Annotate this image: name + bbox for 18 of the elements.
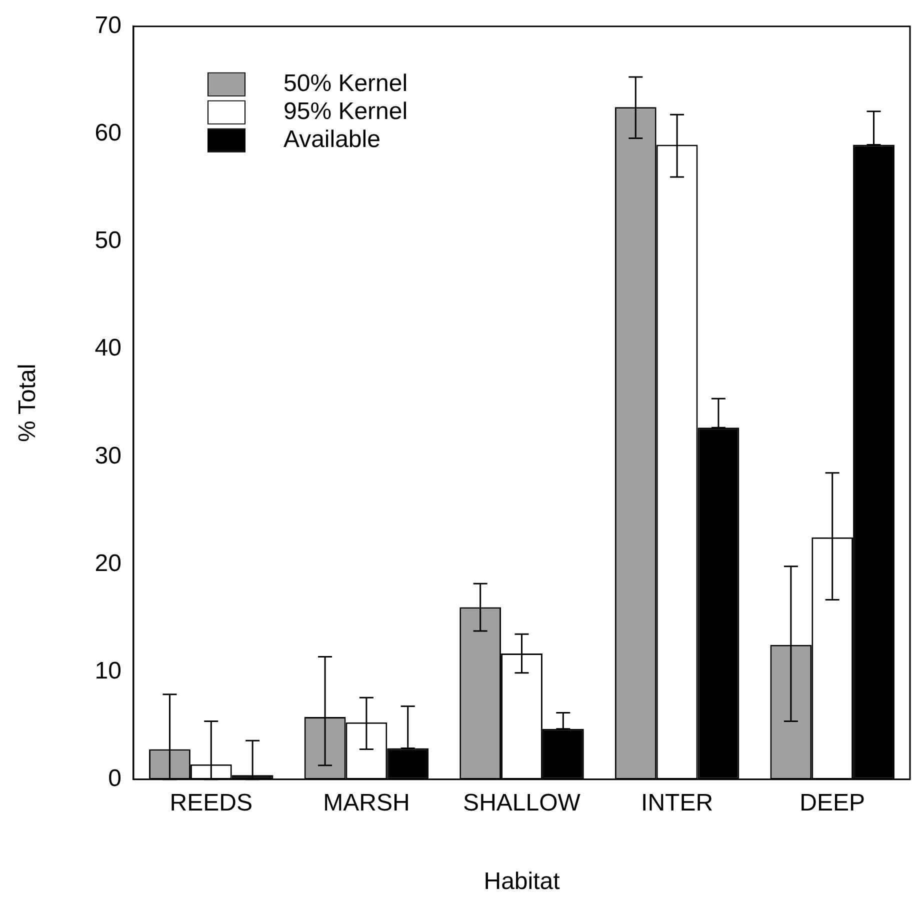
y-axis-title: % Total [14,364,42,442]
y-tick-label: 40 [94,334,122,362]
y-tick-label: 20 [94,550,122,577]
x-tick-label: DEEP [800,789,866,816]
y-tick-label: 70 [94,12,122,40]
x-tick-label: MARSH [323,789,410,816]
x-tick-label: SHALLOW [463,789,581,816]
x-tick-label: INTER [641,789,714,816]
x-tick-label: REEDS [170,789,252,816]
y-tick-label: 60 [94,120,122,147]
y-tick-label: 0 [108,765,122,792]
legend-label: 50% Kernel [283,70,408,98]
x-axis-title: Habitat [484,868,560,896]
legend-label: 95% Kernel [283,98,408,126]
y-tick-label: 10 [94,657,122,684]
y-tick-label: 50 [94,227,122,254]
legend-label: Available [283,126,380,154]
y-tick-label: 30 [94,442,122,470]
